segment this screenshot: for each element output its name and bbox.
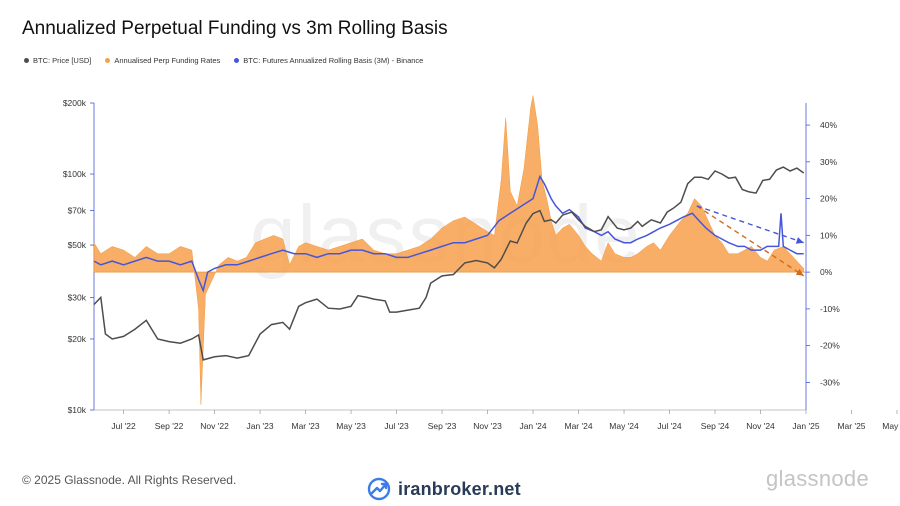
legend-item-funding[interactable]: Annualised Perp Funding Rates [105,56,220,65]
chart-canvas: $200k $100k $70k $50k $30k $20k $10k 40% 30% 20% 1… [63,95,900,431]
legend-label-basis: BTC: Futures Annualized Rolling Basis (3… [243,56,424,65]
funding-area [93,95,804,405]
x-tick-label: Jan '25 [792,421,819,431]
legend-label-price: BTC: Price [USD] [33,56,92,65]
x-tick-label: Jan '23 [246,421,273,431]
x-tick-label: Jan '24 [519,421,546,431]
x-tick-label: Mar '24 [564,421,592,431]
x-tick-label: Sep '24 [701,421,730,431]
x-tick-label: Jul '23 [384,421,409,431]
y-right-tick-label: 40% [820,120,837,130]
basis-trend-arrowhead [795,237,804,244]
partner-logo[interactable]: iranbroker.net [366,476,521,502]
x-tick-label: May '24 [609,421,639,431]
copyright-text: © 2025 Glassnode. All Rights Reserved. [22,473,237,487]
price-line [93,166,805,361]
funding-trend-arrowhead [795,268,804,276]
x-tick-label: Jul '22 [111,421,136,431]
y-right-tick-label: 20% [820,194,837,204]
y-left-tick-label: $10k [68,405,87,415]
basis-line [93,174,804,293]
chart-title: Annualized Perpetual Funding vs 3m Rolli… [22,18,448,39]
y-left-tick-label: $30k [68,292,87,302]
legend-item-basis[interactable]: BTC: Futures Annualized Rolling Basis (3… [234,56,423,65]
x-tick-label: Nov '23 [473,421,502,431]
partner-name: iranbroker.net [398,478,521,499]
y-left-tick-label: $50k [68,240,87,250]
y-right-tick-label: -30% [820,377,840,387]
x-tick-label: Sep '23 [428,421,457,431]
x-tick-label: Nov '24 [746,421,775,431]
legend-item-price[interactable]: BTC: Price [USD] [24,56,91,65]
x-tick-label: Jul '24 [657,421,682,431]
y-right-tick-label: 0% [820,267,833,277]
legend-swatch-price [24,58,29,63]
y-right-tick-label: -10% [820,304,840,314]
x-tick-label: May '23 [336,421,366,431]
brand-logo: glassnode [766,466,869,491]
y-left-tick-label: $70k [68,206,87,216]
legend-swatch-basis [234,58,240,63]
y-left-tick-label: $100k [63,169,87,179]
legend-swatch-funding [105,58,111,63]
y-right-tick-label: 10% [820,230,837,240]
y-right-tick-label: 30% [820,157,837,167]
y-right-tick-label: -20% [820,341,840,351]
y-left-tick-label: $200k [63,98,87,108]
x-tick-label: Sep '22 [155,421,184,431]
x-tick-label: Mar '25 [837,421,865,431]
x-tick-label: Mar '23 [292,421,320,431]
x-tick-label: Nov '22 [200,421,229,431]
x-tick-label: May '25 [882,421,900,431]
chart-legend: BTC: Price [USD] Annualised Perp Funding… [24,56,423,65]
funding-trend-line [696,205,805,277]
partner-chart-icon [367,477,391,501]
legend-label-funding: Annualised Perp Funding Rates [114,56,221,65]
basis-trend-line [696,205,804,244]
y-left-tick-label: $20k [68,334,87,344]
